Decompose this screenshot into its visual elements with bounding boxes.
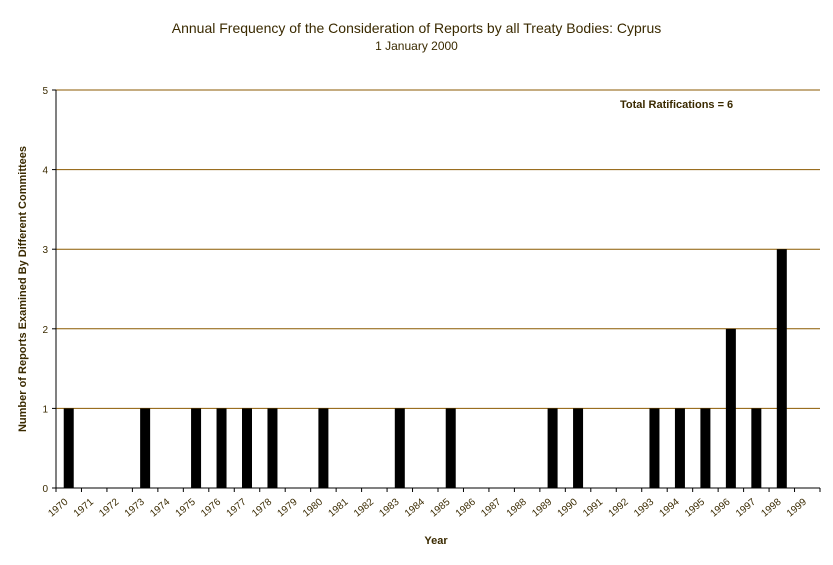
x-tick-label: 1990: [556, 496, 580, 519]
x-tick-label: 1998: [759, 496, 783, 519]
total-ratifications-annotation: Total Ratifications = 6: [620, 99, 733, 111]
x-tick-label: 1972: [97, 496, 121, 519]
x-tick-label: 1983: [377, 496, 401, 519]
x-tick-label: 1995: [683, 496, 707, 519]
bars: [63, 249, 787, 488]
y-tick-label: 3: [42, 245, 48, 256]
x-tick-label: 1997: [734, 496, 758, 519]
x-tick-labels: 1970 1971 1972 1973 1974 1975 1976 1977 1978 1979…: [46, 496, 809, 519]
bar-1996: [725, 328, 736, 488]
bar-1995: [700, 408, 711, 488]
chart-subtitle: 1 January 2000: [375, 39, 458, 53]
x-tick-label: 1987: [479, 496, 503, 519]
bar-1990: [573, 408, 584, 488]
x-tick-label: 1985: [428, 496, 452, 519]
x-tick-label: 1982: [352, 496, 376, 519]
bar-1978: [267, 408, 278, 488]
y-tick-label: 0: [42, 484, 48, 495]
x-tick-label: 1986: [454, 496, 478, 519]
x-tick-label: 1996: [708, 496, 732, 519]
x-tick-label: 1970: [46, 496, 70, 519]
bar-1997: [751, 408, 762, 488]
x-tick-label: 1975: [174, 496, 198, 519]
bar-1998: [776, 249, 787, 488]
x-tick-label: 1999: [785, 496, 809, 519]
y-tick-label: 2: [42, 325, 48, 336]
x-tick-label: 1991: [581, 496, 605, 519]
x-tick-label: 1973: [123, 496, 147, 519]
bar-1973: [140, 408, 151, 488]
bar-1983: [394, 408, 405, 488]
x-tick-label: 1978: [250, 496, 274, 519]
x-tick-label: 1992: [607, 496, 631, 519]
bar-1980: [318, 408, 329, 488]
x-tick-label: 1981: [326, 496, 350, 519]
y-tick-labels: 0 1 2 3 4 5: [42, 86, 48, 495]
chart-title: Annual Frequency of the Consideration of…: [171, 20, 662, 36]
x-tick-label: 1994: [658, 496, 682, 519]
x-tick-label: 1988: [505, 496, 529, 519]
y-axis-title: Number of Reports Examined By Different …: [17, 146, 29, 432]
bar-1976: [216, 408, 227, 488]
x-tick-label: 1974: [148, 496, 172, 519]
x-tick-label: 1989: [530, 496, 554, 519]
bar-1989: [547, 408, 558, 488]
x-tick-label: 1971: [72, 496, 96, 519]
axes: [52, 89, 821, 492]
y-tick-label: 4: [42, 166, 48, 177]
x-tick-label: 1993: [632, 496, 656, 519]
bar-1970: [63, 408, 74, 488]
bar-1977: [242, 408, 252, 488]
gridlines: [56, 89, 820, 409]
y-tick-label: 5: [42, 86, 48, 97]
bar-1993: [649, 408, 660, 488]
x-tick-label: 1980: [301, 496, 325, 519]
x-tick-label: 1984: [403, 496, 427, 519]
bar-1975: [191, 408, 202, 488]
bar-1985: [445, 408, 456, 488]
x-tick-label: 1976: [199, 496, 223, 519]
y-tick-label: 1: [42, 404, 48, 415]
x-tick-label: 1977: [225, 496, 249, 519]
bar-1994: [674, 408, 685, 488]
x-axis-title: Year: [424, 535, 448, 547]
x-tick-label: 1979: [276, 496, 300, 519]
